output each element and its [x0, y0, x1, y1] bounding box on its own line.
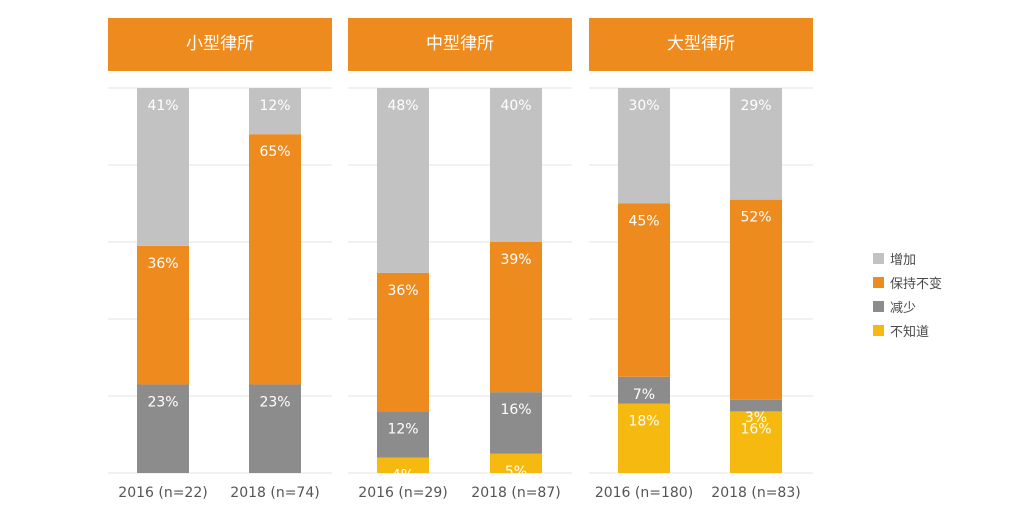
data-label-decrease: 3% [745, 410, 767, 426]
x-tick-label: 2018 (n=87) [471, 485, 560, 501]
chart-legend: 增加 保持不变 减少 不知道 [873, 246, 942, 342]
legend-label-unchanged: 保持不变 [890, 276, 943, 292]
bar-segment-increase [249, 88, 301, 135]
bar-segment-decrease [618, 376, 670, 404]
x-tick-label: 2018 (n=83) [711, 485, 800, 501]
bar-segment-unchanged [137, 245, 189, 385]
bar-segment-decrease [377, 411, 429, 458]
bar-segment-increase [137, 88, 189, 246]
bar-segment-unchanged [618, 203, 670, 377]
bar-segment-decrease [490, 392, 542, 454]
data-label-decrease: 7% [633, 387, 655, 403]
data-label-decrease: 23% [259, 394, 290, 410]
bar-segment-unchanged [377, 272, 429, 412]
data-label-increase: 30% [628, 98, 659, 114]
bar-segment-increase [490, 88, 542, 242]
legend-item-increase: 增加 [873, 246, 942, 270]
legend-swatch-unchanged [873, 276, 884, 288]
data-label-increase: 40% [500, 98, 531, 114]
bar-segment-decrease [249, 384, 301, 473]
legend-swatch-unknown [873, 324, 884, 336]
data-label-unknown: 16% [740, 421, 771, 437]
x-tick-label: 2016 (n=29) [358, 485, 447, 501]
x-tick-label: 2016 (n=22) [118, 485, 207, 501]
data-label-unchanged: 36% [147, 256, 178, 272]
bar-segment-unknown [618, 403, 670, 473]
bar-segment-increase [618, 88, 670, 204]
data-label-unknown: 18% [628, 414, 659, 430]
bar-segment-unchanged [490, 242, 542, 393]
data-label-decrease: 23% [147, 394, 178, 410]
bar-segment-unknown [490, 453, 542, 473]
data-label-decrease: 12% [387, 421, 418, 437]
panel-header-large-firms: 大型律所 [589, 18, 813, 71]
bar-segment-increase [730, 88, 782, 200]
data-label-increase: 48% [387, 98, 418, 114]
data-label-unchanged: 39% [500, 252, 531, 268]
bar-segment-unknown [377, 457, 429, 473]
legend-swatch-increase [873, 252, 884, 264]
panel-header-small-firms: 小型律所 [108, 18, 332, 71]
x-tick-label: 2016 (n=180) [595, 485, 693, 501]
data-label-unchanged: 52% [740, 210, 771, 226]
legend-label-unknown: 不知道 [890, 324, 930, 340]
panel-header-medium-firms: 中型律所 [348, 18, 572, 71]
data-label-increase: 12% [259, 98, 290, 114]
data-label-unchanged: 45% [628, 214, 659, 230]
data-label-decrease: 16% [500, 402, 531, 418]
bar-segment-increase [377, 88, 429, 273]
bar-segment-decrease [730, 399, 782, 412]
data-label-unchanged: 36% [387, 283, 418, 299]
legend-item-decrease: 减少 [873, 294, 942, 318]
bar-segment-unchanged [730, 199, 782, 400]
data-label-increase: 29% [740, 98, 771, 114]
legend-label-decrease: 减少 [890, 300, 917, 316]
data-label-unchanged: 65% [259, 144, 290, 160]
bar-segment-decrease [137, 384, 189, 473]
legend-item-unknown: 不知道 [873, 318, 942, 342]
bar-segment-unknown [730, 411, 782, 473]
legend-label-increase: 增加 [890, 252, 917, 268]
data-label-increase: 41% [147, 98, 178, 114]
legend-item-unchanged: 保持不变 [873, 270, 942, 294]
bar-segment-unchanged [249, 134, 301, 385]
data-label-unknown: 4% [392, 468, 414, 484]
legend-swatch-decrease [873, 300, 884, 312]
data-label-unknown: 5% [505, 464, 527, 480]
x-tick-label: 2018 (n=74) [230, 485, 319, 501]
